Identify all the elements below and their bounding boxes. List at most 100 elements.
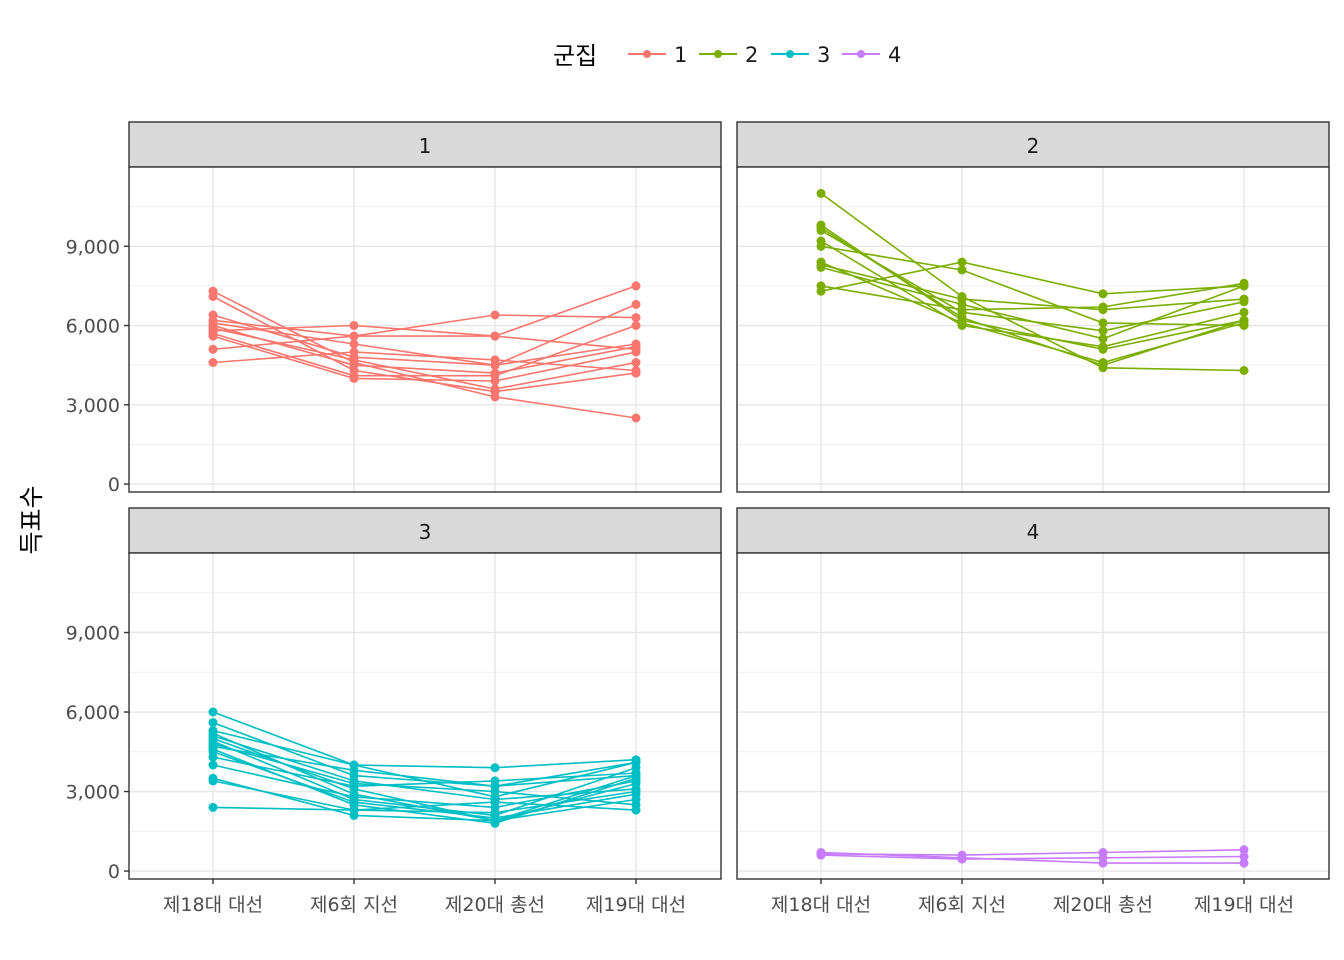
series-path <box>212 314 637 351</box>
x-tick-label: 제18대 대선 <box>771 894 871 916</box>
data-point <box>490 384 500 394</box>
legend-key-point <box>786 50 794 58</box>
data-point <box>1098 289 1108 299</box>
data-point <box>631 281 641 291</box>
series-path <box>820 261 1245 295</box>
data-point <box>208 726 218 736</box>
x-tick-label: 제18대 대선 <box>163 894 263 916</box>
data-point <box>1098 318 1108 328</box>
data-point <box>208 802 218 812</box>
data-point <box>208 321 218 330</box>
data-point <box>349 760 359 770</box>
data-point <box>957 265 967 275</box>
series-line-12 <box>208 321 641 378</box>
facet-panel-2: 2 <box>736 121 1330 493</box>
data-point <box>631 413 641 423</box>
series-line-11 <box>208 347 641 375</box>
data-point <box>957 257 967 267</box>
series-path <box>212 745 637 788</box>
data-point <box>349 331 359 341</box>
data-point <box>816 286 826 296</box>
series-path <box>820 854 1245 860</box>
facet-strip-label: 1 <box>419 134 432 158</box>
data-point <box>490 792 500 802</box>
data-point <box>349 321 359 330</box>
plot-background <box>737 167 1329 492</box>
data-point <box>349 800 359 810</box>
plot-background <box>129 553 721 879</box>
data-point <box>349 339 359 349</box>
facet-strip <box>128 507 722 554</box>
data-point <box>816 260 826 270</box>
data-point <box>957 305 967 315</box>
facet-strip <box>736 121 1330 168</box>
legend-item-2: 2 <box>699 43 758 67</box>
x-tick-label: 제6회 지선 <box>918 894 1006 916</box>
series-path <box>212 743 637 806</box>
data-point <box>1239 281 1249 291</box>
facet-strip-label: 4 <box>1027 520 1040 544</box>
series-path <box>820 264 1245 311</box>
y-tick-label: 0 <box>108 861 120 883</box>
facet-panel-3: 3 0 3,000 6,000 9,000 제18대 대선 제6회 지선 제20대 총선 제19… <box>66 507 722 916</box>
data-point <box>208 707 218 717</box>
series-path <box>212 756 637 788</box>
data-point <box>490 331 500 341</box>
y-tick-label: 3,000 <box>66 782 120 804</box>
series-path <box>212 801 637 811</box>
y-tick-label: 9,000 <box>66 236 120 258</box>
data-point <box>957 854 967 864</box>
data-point <box>631 299 641 309</box>
data-point <box>208 292 218 301</box>
series-path <box>212 740 637 817</box>
series-line-11 <box>816 260 1249 315</box>
series-path <box>212 324 637 351</box>
data-point <box>1098 358 1108 367</box>
x-tick-label: 제6회 지선 <box>310 894 398 916</box>
y-tick-label: 6,000 <box>66 316 120 338</box>
legend-item-4: 4 <box>842 43 901 67</box>
data-point <box>1239 845 1249 855</box>
y-tick-label: 6,000 <box>66 702 120 724</box>
series-path <box>820 282 1245 311</box>
facet-panel-4: 4 제18대 대선 제6회 지선 제20대 총선 제19대 대선 <box>736 507 1330 916</box>
facet-panels: 1 0 3,000 6,000 9,000 2 3 0 3,000 6,000 9,000 제18대 … <box>66 121 1330 916</box>
series-line-10 <box>208 752 641 791</box>
data-point <box>490 376 500 386</box>
series-path <box>212 324 637 377</box>
data-point <box>1098 305 1108 315</box>
data-point <box>1098 344 1108 354</box>
series-path <box>820 266 1245 340</box>
legend-item-3: 3 <box>771 43 830 67</box>
data-point <box>1239 307 1249 317</box>
data-point <box>816 241 826 251</box>
legend-label: 3 <box>817 43 830 67</box>
series-line-15 <box>208 744 641 828</box>
data-point <box>1239 366 1249 375</box>
facet-strip <box>128 121 722 168</box>
series-path <box>212 777 637 822</box>
data-point <box>1098 853 1108 863</box>
data-point <box>490 355 500 365</box>
series-path <box>212 780 637 814</box>
data-point <box>349 347 359 357</box>
data-point <box>631 321 641 330</box>
y-axis-title: 득표수 <box>17 485 46 554</box>
legend-label: 1 <box>674 43 687 67</box>
data-point <box>631 773 641 783</box>
series-path <box>820 224 1245 351</box>
series-path <box>820 261 1245 364</box>
data-point <box>490 310 500 320</box>
series-line-10 <box>208 310 641 354</box>
plot-background <box>737 553 1329 879</box>
data-point <box>1239 852 1249 861</box>
facet-strip <box>736 507 1330 554</box>
data-point <box>631 757 641 767</box>
data-point <box>208 760 218 770</box>
data-point <box>349 781 359 791</box>
x-tick-label: 제19대 대선 <box>1194 894 1294 916</box>
x-tick-label: 제20대 총선 <box>445 894 545 916</box>
data-point <box>1239 294 1249 304</box>
series-path <box>212 351 637 372</box>
